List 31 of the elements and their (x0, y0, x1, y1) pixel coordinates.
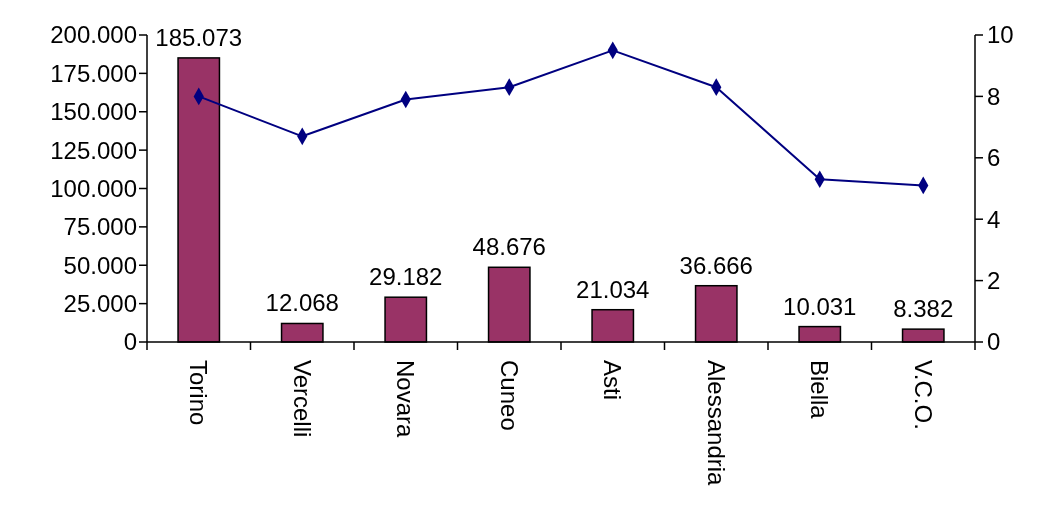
y-tick-label: 50.000 (63, 251, 137, 279)
data-label: 12.068 (265, 289, 339, 317)
y-tick-label: 150.000 (50, 98, 137, 126)
x-tick-label: Torino (185, 360, 213, 426)
data-label: 8.382 (893, 295, 954, 323)
y2-tick-label: 10 (987, 21, 1014, 49)
x-tick-label: Biella (806, 360, 834, 420)
data-label: 21.034 (576, 275, 650, 303)
data-label: 10.031 (783, 292, 857, 320)
x-tick-label: Cuneo (495, 360, 523, 431)
x-tick-label: Alessandria (702, 360, 730, 487)
y-tick-label: 200.000 (50, 21, 137, 49)
y2-tick-label: 2 (987, 267, 1001, 294)
data-label: 48.676 (472, 233, 546, 261)
x-tick-label: Vercelli (288, 360, 316, 438)
y2-tick-label: 6 (987, 144, 1001, 172)
data-label: 185.073 (155, 23, 243, 51)
y2-tick-label: 8 (987, 82, 1001, 110)
data-label: 29.182 (369, 263, 443, 291)
y-tick-label: 125.000 (50, 136, 137, 164)
y-tick-label: 175.000 (50, 59, 137, 87)
x-tick-label: Asti (599, 360, 627, 401)
x-tick-label: V.C.O. (909, 360, 937, 430)
data-label: 36.666 (679, 251, 753, 279)
y-tick-label: 25.000 (63, 290, 137, 318)
y-tick-label: 100.000 (50, 174, 137, 202)
y2-tick-label: 0 (987, 328, 1001, 356)
y2-tick-label: 4 (987, 205, 1001, 233)
y-tick-label: 75.000 (63, 213, 137, 241)
y-tick-label: 0 (123, 328, 137, 356)
x-tick-label: Novara (392, 360, 420, 439)
